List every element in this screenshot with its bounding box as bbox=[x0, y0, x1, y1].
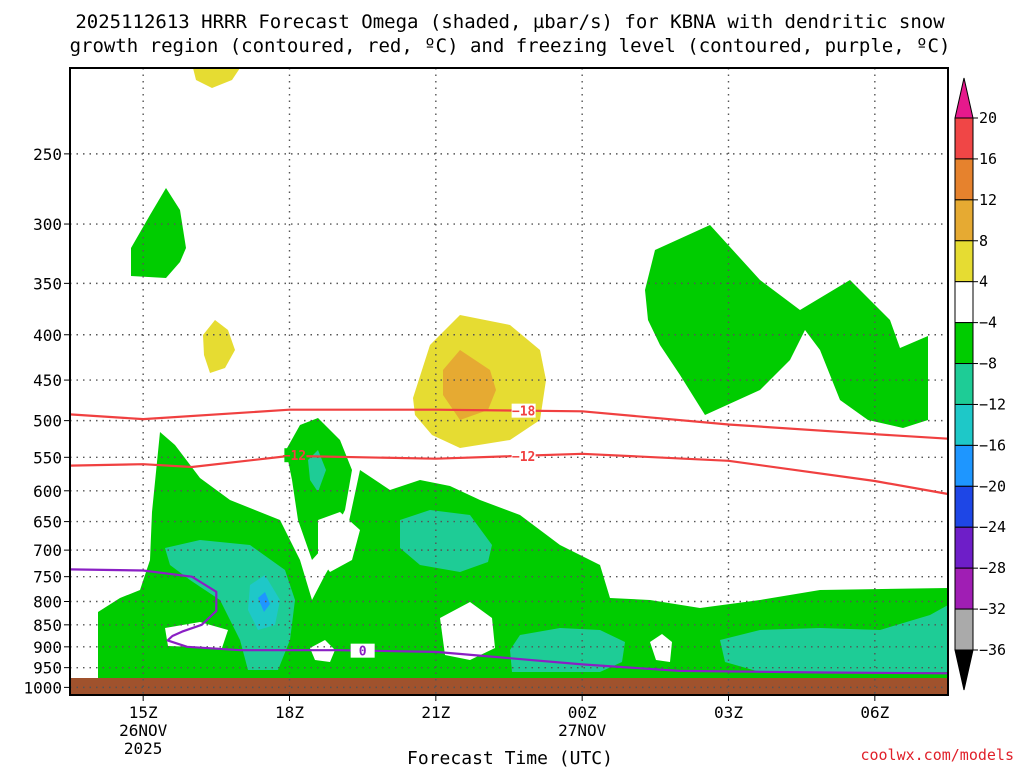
colorbar-bin-6 bbox=[954, 322, 974, 365]
y-tick-label-550: 550 bbox=[33, 448, 62, 467]
omega-region-blue-1 bbox=[258, 592, 270, 612]
dendritic-snow-growth-top-label: −18 bbox=[512, 405, 536, 420]
x-tick-label-21Z: 21Z bbox=[421, 703, 450, 722]
omega-region-teal-2 bbox=[400, 510, 492, 572]
plot-area: −18 −12 0 −12 bbox=[69, 67, 949, 696]
x-tick-label-03Z: 03Z bbox=[714, 703, 743, 722]
plot-frame bbox=[69, 67, 949, 696]
x-tick-label-00Z: 00Z bbox=[568, 703, 597, 722]
x-tick-label-06Z: 06Z bbox=[860, 703, 889, 722]
colorbar-bin-3 bbox=[954, 199, 974, 242]
dendritic-snow-growth-bottom-label: −12 bbox=[512, 450, 535, 465]
dendritic-snow-growth-bottom-label-bg bbox=[511, 448, 536, 463]
colorbar-bin-10 bbox=[954, 485, 974, 528]
colorbar-bottom-arrow bbox=[954, 649, 974, 691]
omega-region-green-main bbox=[98, 432, 948, 678]
colorbar-bin-11 bbox=[954, 526, 974, 569]
dendritic-snow-growth-top-line bbox=[69, 408, 949, 440]
y-tick-label-850: 850 bbox=[33, 616, 62, 635]
grid-lines bbox=[70, 68, 948, 695]
omega-region-yellow-small bbox=[203, 320, 235, 373]
x-tick-label-18Z: 18Z bbox=[275, 703, 304, 722]
x-axis-label: Forecast Time (UTC) bbox=[407, 748, 613, 768]
omega-region-teal-1 bbox=[165, 540, 295, 670]
omega-region-white-hole-1 bbox=[165, 622, 228, 648]
colorbar-label-6: −8 bbox=[979, 355, 997, 373]
omega-region-white-hole-2 bbox=[440, 602, 495, 660]
x-tick-label-15Z: 15Z bbox=[129, 703, 158, 722]
colorbar-label-13: −36 bbox=[979, 641, 1006, 659]
y-tick-label-900: 900 bbox=[33, 638, 62, 657]
colorbar-bin-7 bbox=[954, 363, 974, 405]
colorbar-label-1: 16 bbox=[979, 150, 997, 168]
freezing-level-label: 0 bbox=[359, 645, 367, 660]
x-tick-sublabel-26NOV: 26NOV bbox=[119, 721, 168, 740]
omega-region-teal-5 bbox=[308, 450, 326, 492]
colorbar-label-9: −20 bbox=[979, 477, 1006, 495]
y-axis-ticks: 250 300 350 400 450 500 550 600 650 700 750 800 850 9… bbox=[23, 145, 70, 697]
dendritic-snow-growth-bottom-label2-bg bbox=[284, 448, 307, 463]
dendritic-snow-growth-top-label-bg bbox=[511, 403, 536, 418]
colorbar-label-11: −28 bbox=[979, 559, 1006, 577]
omega-region-green-upper-left bbox=[131, 188, 186, 278]
omega-region-green-upper-right bbox=[645, 225, 928, 428]
colorbar-top-arrow bbox=[954, 77, 974, 119]
y-tick-label-300: 300 bbox=[33, 215, 62, 234]
colorbar-bin-5 bbox=[954, 281, 974, 324]
colorbar-label-2: 12 bbox=[979, 191, 997, 209]
omega-region-yellow-top bbox=[193, 68, 240, 88]
y-tick-label-750: 750 bbox=[33, 568, 62, 587]
colorbar-label-0: 20 bbox=[979, 109, 997, 127]
y-tick-label-700: 700 bbox=[33, 541, 62, 560]
y-tick-label-350: 350 bbox=[33, 274, 62, 293]
y-tick-label-950: 950 bbox=[33, 659, 62, 678]
contour-lines: −18 −12 0 −12 bbox=[69, 403, 949, 675]
omega-shading bbox=[98, 68, 948, 678]
omega-region-white-hole-5 bbox=[318, 512, 360, 572]
omega-region-teal-4 bbox=[720, 605, 948, 672]
colorbar-bin-12 bbox=[954, 567, 974, 610]
colorbar-bin-1 bbox=[954, 117, 974, 160]
omega-colorbar: 20 16 12 8 4 −4 −8 −12 −16 −20 −24 −28 −32 −36 bbox=[954, 77, 1006, 691]
freezing-level-line bbox=[69, 568, 949, 675]
y-tick-label-450: 450 bbox=[33, 371, 62, 390]
chart-title-line1: 2025112613 HRRR Forecast Omega (shaded, … bbox=[75, 11, 945, 33]
y-tick-label-1000: 1000 bbox=[23, 678, 62, 697]
y-tick-label-500: 500 bbox=[33, 412, 62, 431]
colorbar-label-4: 4 bbox=[979, 273, 988, 291]
colorbar-label-8: −16 bbox=[979, 436, 1006, 454]
x-tick-sublabel-2025: 2025 bbox=[124, 739, 163, 758]
y-tick-label-250: 250 bbox=[33, 145, 62, 164]
colorbar-bin-9 bbox=[954, 444, 974, 487]
colorbar-bin-13 bbox=[954, 608, 974, 651]
freezing-level-label-bg bbox=[350, 643, 375, 658]
y-tick-label-800: 800 bbox=[33, 593, 62, 612]
colorbar-label-7: −12 bbox=[979, 395, 1006, 413]
y-tick-label-650: 650 bbox=[33, 513, 62, 532]
ground-surface bbox=[70, 678, 948, 695]
colorbar-label-10: −24 bbox=[979, 518, 1006, 536]
colorbar-label-5: −4 bbox=[979, 314, 997, 332]
colorbar-bin-8 bbox=[954, 403, 974, 446]
dendritic-snow-growth-bottom-line bbox=[69, 452, 949, 496]
x-tick-sublabel-27NOV: 27NOV bbox=[558, 721, 607, 740]
colorbar-bin-2 bbox=[954, 158, 974, 201]
dendritic-snow-growth-bottom-label2: −12 bbox=[283, 449, 306, 464]
colorbar-label-3: 8 bbox=[979, 232, 988, 250]
credit-text: coolwx.com/models bbox=[860, 746, 1014, 764]
colorbar-bin-4 bbox=[954, 240, 974, 283]
y-tick-label-400: 400 bbox=[33, 326, 62, 345]
chart-title-line2: growth region (contoured, red, ºC) and f… bbox=[70, 35, 951, 57]
colorbar-label-12: −32 bbox=[979, 600, 1006, 618]
y-tick-label-600: 600 bbox=[33, 482, 62, 501]
omega-region-orange-center bbox=[443, 350, 496, 420]
omega-region-white-hole-3 bbox=[650, 634, 672, 662]
